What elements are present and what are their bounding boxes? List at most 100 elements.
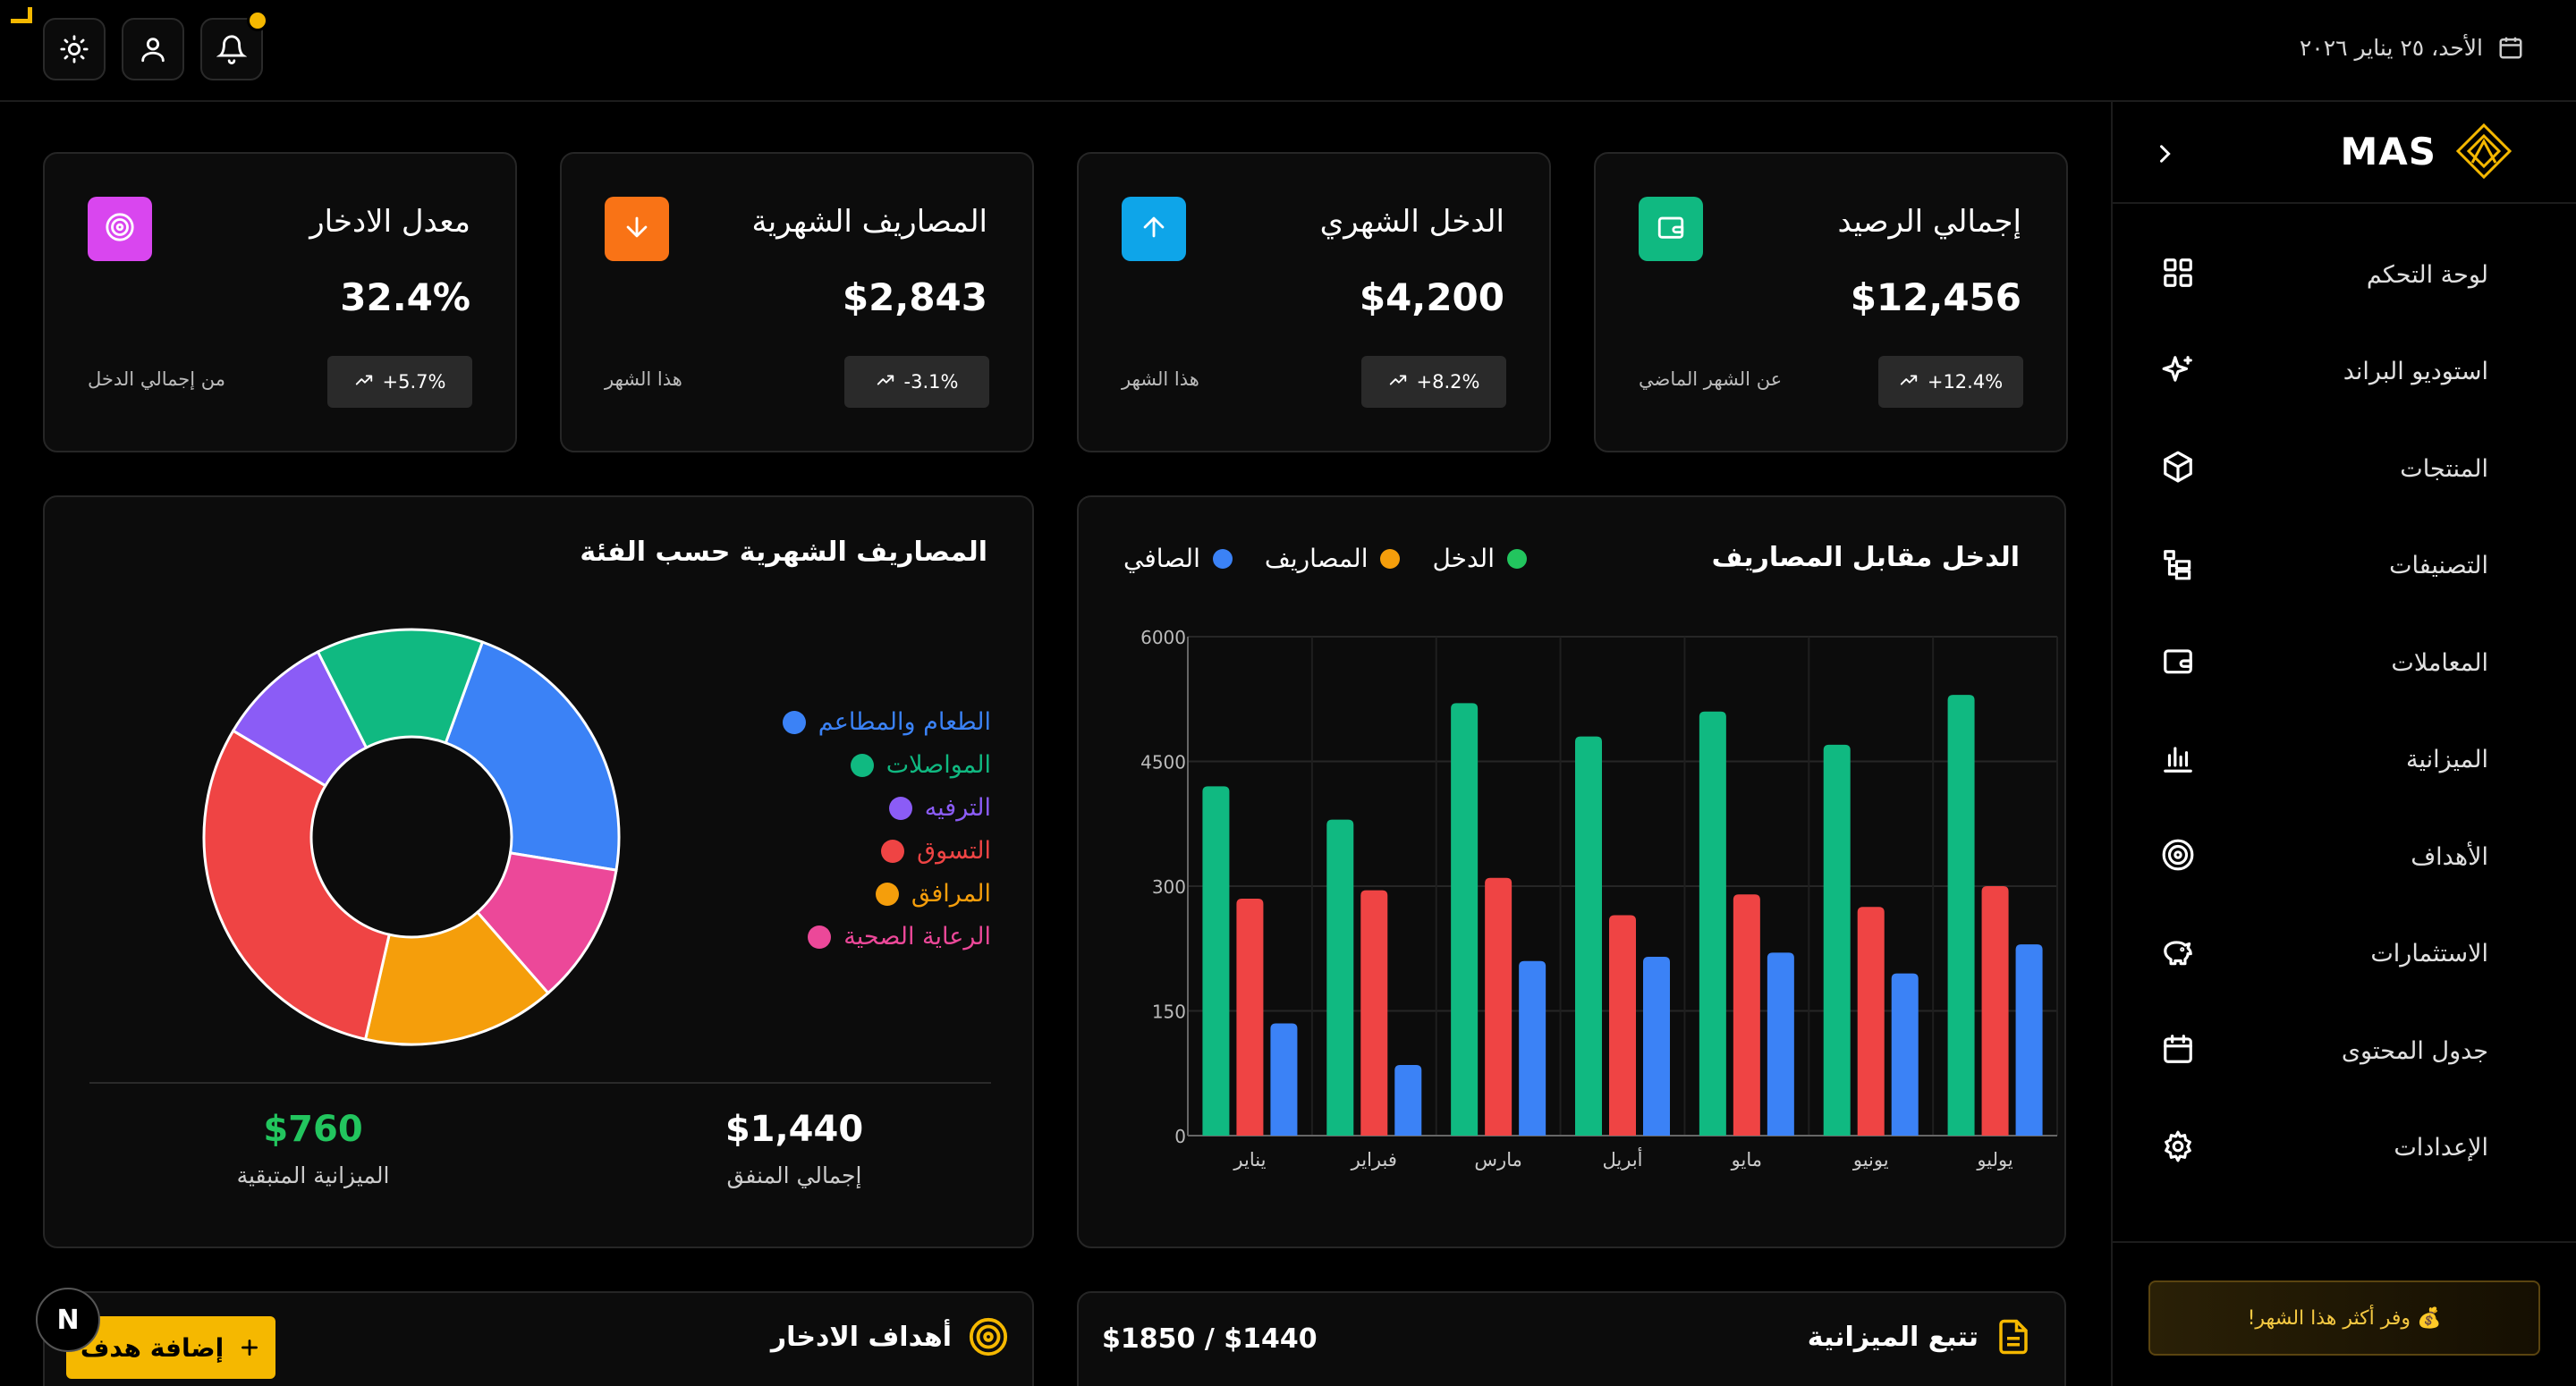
bar-0-5 [1823,744,1851,1136]
arrow-down-icon [622,212,652,246]
notification-dot [247,10,268,31]
income-legend-item[interactable]: الصافي [1123,544,1233,573]
sidebar-collapse-button[interactable] [2145,134,2184,173]
sidebar-item-label: استوديو البراند [2343,358,2488,385]
x-tick-label: مارس [1474,1149,1521,1170]
theme-toggle-button[interactable] [43,18,106,80]
legend-label: الترفيه [924,794,991,822]
next-badge[interactable]: N [36,1288,100,1352]
pie-legend-item[interactable]: الترفيه [723,794,991,822]
stat-subtext: هذا الشهر [605,368,682,390]
stat-value: $2,843 [842,275,987,319]
add-goal-label: إضافة هدف [80,1332,225,1363]
x-tick-label: يونيو [1852,1149,1889,1170]
stat-icon-box [1122,197,1186,261]
legend-dot [1212,548,1233,569]
legend-label: المرافق [911,880,991,908]
sidebar-divider [2113,1241,2576,1243]
stat-card-3: معدل الادخار 32.4% +5.7% من إجمالي الدخل [43,152,517,452]
stat-subtext: عن الشهر الماضي [1639,368,1783,390]
legend-dot [808,925,832,949]
sidebar-item-label: المنتجات [2400,454,2488,483]
trend-icon [1899,370,1919,394]
x-tick-label: يوليو [1976,1149,2012,1170]
pie-legend-item[interactable]: المواصلات [723,751,991,779]
profile-button[interactable] [122,18,184,80]
x-tick-label: يناير [1233,1149,1266,1170]
sidebar: MAS لوحة التحكم استوديو البراند المنتجات ال… [2111,102,2576,1386]
stat-icon-box [88,197,152,261]
y-tick-label: 4500 [1140,752,1186,773]
bar-0-6 [1947,695,1975,1136]
pie-legend-item[interactable]: الطعام والمطاعم [723,708,991,736]
stat-change-badge: +8.2% [1361,356,1506,408]
plus-icon [242,1340,258,1356]
legend-label: التسوق [917,837,991,865]
stat-card-2: المصاريف الشهرية $2,843 -3.1% هذا الشهر [560,152,1034,452]
pie-slice-0[interactable] [444,640,621,872]
brand-logo-icon [2455,123,2512,180]
trend-icon [876,370,895,394]
budget-tracking-card: تتبع الميزانية $1850 / $1440 [1077,1291,2066,1386]
legend-label: المواصلات [886,751,991,779]
budget-tracking-header: تتبع الميزانية [1808,1316,2032,1357]
income-legend-item[interactable]: الدخل [1432,544,1527,573]
savings-goals-title: أهداف الادخار [770,1321,952,1353]
stat-subtext: هذا الشهر [1122,368,1199,390]
income-chart-svg: 0 150 300 4500 6000 يناير فبراير مارس أبريل مايو ي… [1140,627,2058,1170]
legend-dot [1380,548,1401,569]
stat-subtext: من إجمالي الدخل [88,368,225,390]
remaining-budget: $760 الميزانية المتبقية [161,1109,465,1188]
stat-change-value: +5.7% [382,371,446,393]
bar-1-2 [1485,877,1513,1136]
sidebar-item-0[interactable]: لوحة التحكم [2111,234,2576,315]
sidebar-item-2[interactable]: المنتجات [2111,428,2576,509]
pie-legend-item[interactable]: المرافق [723,880,991,908]
sidebar-item-5[interactable]: الميزانية [2111,720,2576,800]
sidebar-header: MAS [2113,102,2576,204]
stat-change-badge: +12.4% [1878,356,2023,408]
pie-slice-3[interactable] [202,729,391,1042]
add-goal-button[interactable]: إضافة هدف [66,1316,275,1379]
sidebar-item-9[interactable]: الإعدادات [2111,1108,2576,1188]
pie-slice-4[interactable] [363,910,550,1046]
savings-goals-header: أهداف الادخار [771,1316,1009,1357]
income-expenses-card: الدخل مقابل المصاريف الدخل المصاريف الصافي… [1077,495,2066,1248]
corner-mark [11,7,32,23]
pie-slice-1[interactable] [316,628,485,750]
category-pie-svg [202,628,621,1046]
savings-tip[interactable]: 💰 وفر أكثر هذا الشهر! [2148,1280,2540,1356]
pie-legend-item[interactable]: التسوق [723,837,991,865]
stat-title: الدخل الشهري [1319,204,1504,240]
legend-label: الدخل [1432,544,1495,573]
sidebar-item-label: التصنيفات [2389,552,2488,579]
bar-0-3 [1575,736,1602,1136]
pie-legend-item[interactable]: الرعاية الصحية [723,923,991,951]
legend-dot [881,839,905,863]
sidebar-item-3[interactable]: التصنيفات [2111,526,2576,606]
sidebar-item-label: الأهداف [2411,842,2488,871]
bar-0-0 [1202,786,1230,1136]
y-tick-label: 6000 [1140,627,1186,648]
legend-label: المصاريف [1264,544,1368,573]
sidebar-item-1[interactable]: استوديو البراند [2111,332,2576,412]
bar-1-0 [1236,898,1264,1136]
piggy-bank-icon [2161,935,2195,973]
x-tick-label: فبراير [1351,1149,1397,1170]
trend-icon [354,370,374,394]
bar-1-4 [1733,894,1760,1136]
sidebar-item-8[interactable]: جدول المحتوى [2111,1010,2576,1091]
legend-dot [782,710,806,734]
brand[interactable]: MAS [2340,120,2515,182]
sidebar-item-6[interactable]: الأهداف [2111,816,2576,897]
tree-icon [2161,547,2195,585]
legend-dot [875,882,899,906]
date-text: الأحد، ٢٥ يناير ٢٠٢٦ [2299,34,2483,61]
income-legend-item[interactable]: المصاريف [1265,544,1401,573]
y-tick-label: 0 [1174,1126,1186,1147]
bar-2-2 [1519,960,1546,1136]
sparkles-icon [2161,353,2195,391]
sidebar-item-7[interactable]: الاستثمارات [2111,914,2576,994]
sidebar-item-label: جدول المحتوى [2341,1036,2488,1065]
sidebar-item-4[interactable]: المعاملات [2111,622,2576,703]
